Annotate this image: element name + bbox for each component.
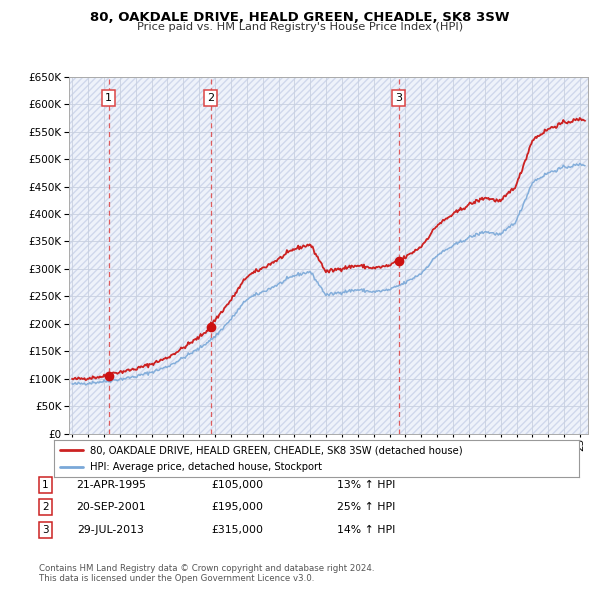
Text: 80, OAKDALE DRIVE, HEALD GREEN, CHEADLE, SK8 3SW (detached house): 80, OAKDALE DRIVE, HEALD GREEN, CHEADLE,… xyxy=(90,445,463,455)
Text: £315,000: £315,000 xyxy=(211,525,263,535)
Text: 2: 2 xyxy=(207,93,214,103)
Text: 29-JUL-2013: 29-JUL-2013 xyxy=(77,525,145,535)
Text: 13% ↑ HPI: 13% ↑ HPI xyxy=(337,480,395,490)
Text: £195,000: £195,000 xyxy=(211,503,263,512)
Text: This data is licensed under the Open Government Licence v3.0.: This data is licensed under the Open Gov… xyxy=(39,574,314,583)
Text: 25% ↑ HPI: 25% ↑ HPI xyxy=(337,503,395,512)
Text: 14% ↑ HPI: 14% ↑ HPI xyxy=(337,525,395,535)
Text: Contains HM Land Registry data © Crown copyright and database right 2024.: Contains HM Land Registry data © Crown c… xyxy=(39,565,374,573)
Text: 2: 2 xyxy=(42,503,49,512)
Text: 3: 3 xyxy=(42,525,49,535)
Text: 20-SEP-2001: 20-SEP-2001 xyxy=(76,503,146,512)
Text: 1: 1 xyxy=(42,480,49,490)
Text: HPI: Average price, detached house, Stockport: HPI: Average price, detached house, Stoc… xyxy=(90,462,322,472)
Text: 1: 1 xyxy=(105,93,112,103)
Text: £105,000: £105,000 xyxy=(211,480,263,490)
Text: Price paid vs. HM Land Registry's House Price Index (HPI): Price paid vs. HM Land Registry's House … xyxy=(137,22,463,32)
Text: 3: 3 xyxy=(395,93,402,103)
Text: 21-APR-1995: 21-APR-1995 xyxy=(76,480,146,490)
Text: 80, OAKDALE DRIVE, HEALD GREEN, CHEADLE, SK8 3SW: 80, OAKDALE DRIVE, HEALD GREEN, CHEADLE,… xyxy=(90,11,510,24)
